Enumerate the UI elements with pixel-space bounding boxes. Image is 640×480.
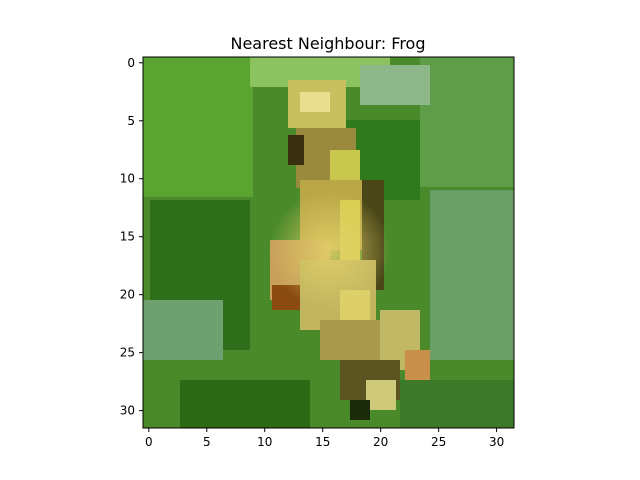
y-tick-label: 25 [120, 346, 135, 360]
x-tick-label: 25 [431, 435, 446, 449]
y-tick-label: 30 [120, 404, 135, 418]
y-tick-label: 15 [120, 230, 135, 244]
y-tick-label: 5 [127, 114, 135, 128]
pixel-image [143, 57, 514, 428]
x-tick-label: 0 [145, 435, 153, 449]
x-tick-label: 10 [257, 435, 272, 449]
y-tick-label: 20 [120, 288, 135, 302]
x-tick-label: 15 [315, 435, 330, 449]
frog-shape [270, 80, 430, 420]
axes-frame [142, 56, 515, 429]
y-tick-label: 0 [127, 56, 135, 70]
x-tick-label: 5 [203, 435, 211, 449]
x-tick-label: 20 [373, 435, 388, 449]
y-axis: 0 5 10 15 20 25 30 [120, 56, 143, 418]
x-tick-label: 30 [489, 435, 504, 449]
chart-title: Nearest Neighbour: Frog [230, 34, 425, 53]
x-axis: 0 5 10 15 20 25 30 [145, 428, 504, 449]
y-tick-label: 10 [120, 172, 135, 186]
